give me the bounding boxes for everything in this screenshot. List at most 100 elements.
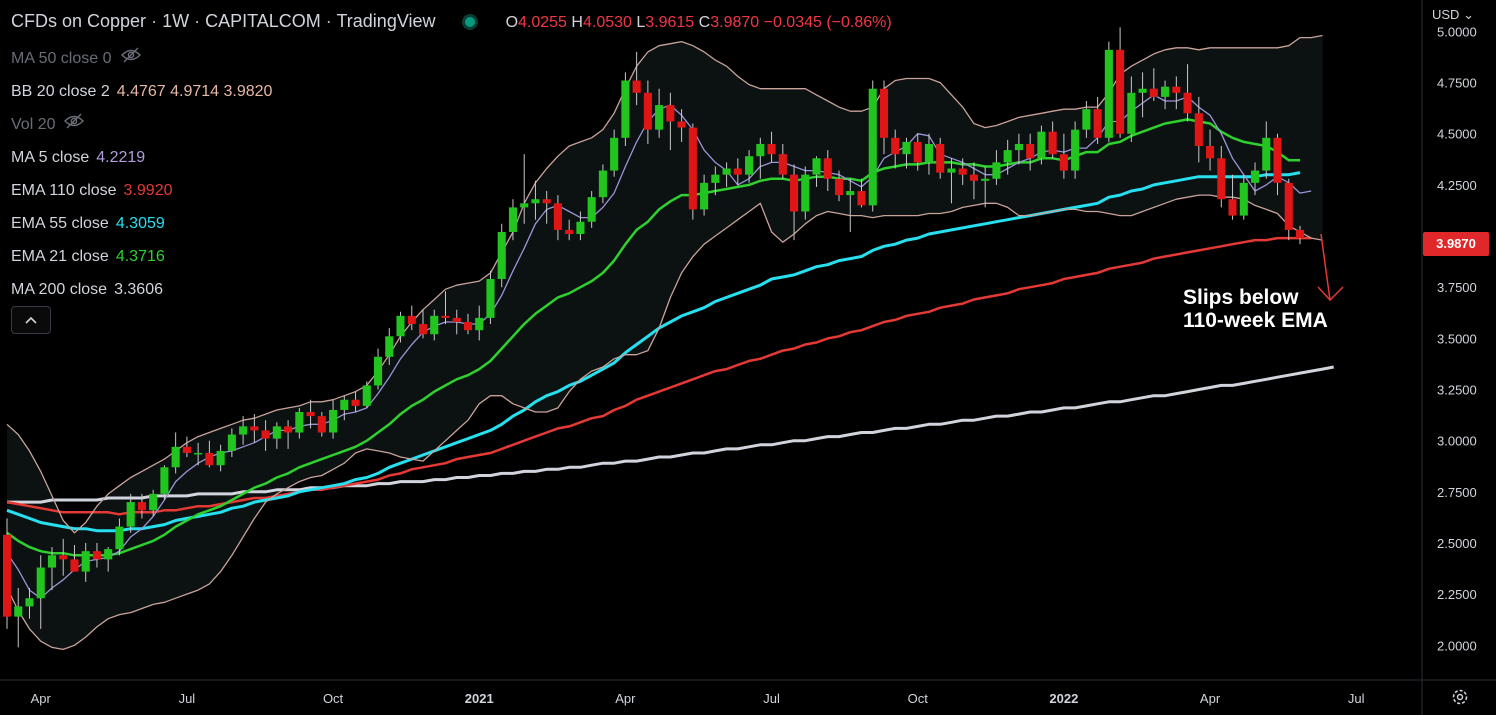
price-tick-label: 3.5000: [1437, 331, 1477, 346]
price-tick-label: 4.7500: [1437, 76, 1477, 91]
candle: [1217, 146, 1226, 208]
candle-body: [666, 105, 675, 122]
candle-body: [441, 315, 450, 318]
candle-body: [329, 409, 338, 433]
indicator-row[interactable]: MA 50 close 0: [11, 42, 892, 75]
candle-body: [340, 399, 349, 410]
candle: [47, 547, 57, 591]
candle: [936, 137, 945, 179]
indicator-row[interactable]: EMA 110 close 3.9920: [11, 174, 892, 207]
indicator-value: 4.3716: [115, 248, 165, 265]
candle-body: [981, 178, 990, 181]
symbol-name[interactable]: CFDs on Copper: [11, 11, 147, 31]
market-status-icon[interactable]: [464, 17, 475, 28]
candle-body: [452, 317, 461, 322]
down-arrow-icon: [1317, 233, 1344, 302]
time-axis[interactable]: Apr Jul Oct 2021 Apr Jul Oct 2022 Apr Jul: [31, 691, 1365, 706]
candle-body: [958, 168, 967, 175]
candle: [2, 518, 12, 629]
indicator-row[interactable]: Vol 20: [11, 108, 892, 141]
indicator-row[interactable]: EMA 21 close 4.3716: [11, 240, 892, 273]
candle-body: [396, 315, 405, 337]
close-value: 3.9870: [710, 14, 760, 31]
indicator-row[interactable]: EMA 55 close 4.3059: [11, 207, 892, 240]
ema55-line: [6, 171, 1301, 533]
candle: [430, 309, 439, 341]
candle: [239, 416, 248, 445]
candle-body: [1014, 143, 1023, 151]
candle: [576, 211, 585, 241]
candle-body: [272, 426, 281, 439]
indicator-row[interactable]: MA 200 close 3.3606: [11, 273, 892, 306]
candle-body: [1138, 88, 1147, 93]
candle-body: [261, 430, 270, 439]
candle: [216, 444, 225, 472]
candle-body: [430, 315, 439, 335]
candle: [1059, 133, 1068, 179]
candle: [149, 489, 158, 517]
candle-body: [1161, 86, 1170, 97]
currency-selector[interactable]: USD ⌄: [1432, 7, 1474, 22]
candle-body: [194, 452, 203, 455]
candle-body: [576, 221, 585, 234]
chevron-up-icon: [25, 316, 37, 324]
last-price-label: 3.9870: [1423, 232, 1489, 256]
candle-body: [1093, 109, 1102, 138]
candle: [463, 313, 473, 335]
candle-body: [868, 88, 877, 206]
candle: [801, 166, 810, 220]
chart-legend: CFDs on Copper · 1W · CAPITALCOM · Tradi…: [11, 0, 892, 306]
indicator-label: BB 20 close 2: [11, 83, 110, 100]
candle-body: [1183, 92, 1192, 114]
candle: [924, 133, 934, 175]
candle-body: [295, 412, 304, 433]
candle: [182, 436, 191, 458]
open-value: 4.0255: [518, 14, 567, 31]
collapse-legend-button[interactable]: [11, 306, 51, 334]
candle: [1104, 41, 1113, 142]
gear-icon[interactable]: [1450, 687, 1470, 712]
candle-body: [745, 156, 754, 175]
candle: [587, 191, 596, 228]
candle-body: [936, 143, 945, 173]
candle: [160, 465, 169, 501]
price-tick-label: 5.0000: [1437, 24, 1477, 39]
candle-body: [565, 229, 574, 234]
candle: [59, 538, 68, 576]
eye-crossed-icon[interactable]: [63, 108, 85, 141]
indicator-row[interactable]: BB 20 close 2 4.4767 4.9714 3.9820: [11, 75, 892, 108]
indicator-label: MA 5 close: [11, 149, 90, 166]
candle: [677, 109, 686, 142]
candle-body: [463, 321, 473, 331]
candle-body: [92, 551, 101, 560]
candle-body: [700, 182, 709, 210]
candle: [1149, 68, 1158, 101]
symbol-header: CFDs on Copper · 1W · CAPITALCOM · Tradi…: [11, 11, 892, 31]
candle-body: [1048, 131, 1057, 155]
candle: [126, 493, 135, 533]
indicator-value: 4.4767 4.9714 3.9820: [116, 83, 273, 100]
candle-body: [1149, 88, 1158, 97]
price-tick-label: 2.0000: [1437, 638, 1477, 653]
eye-crossed-icon[interactable]: [120, 42, 142, 75]
indicator-label: MA 200 close: [11, 281, 108, 298]
indicator-row[interactable]: MA 5 close 4.2219: [11, 141, 892, 174]
price-tick-label: 2.7500: [1437, 485, 1477, 500]
candle-body: [1037, 131, 1046, 159]
candle: [1273, 133, 1282, 196]
candle-body: [508, 207, 518, 232]
candle: [767, 131, 776, 163]
candle: [655, 88, 664, 138]
price-tick-label: 2.2500: [1437, 587, 1477, 602]
candle: [1071, 121, 1080, 179]
candle-body: [778, 154, 787, 175]
ema21-line: [6, 118, 1300, 557]
interval[interactable]: 1W: [162, 11, 190, 31]
candle: [992, 150, 1001, 185]
indicator-label: EMA 110 close: [11, 182, 117, 199]
change-value: −0.0345 (−0.86%): [763, 14, 892, 31]
time-tick-label: Jul: [763, 691, 780, 706]
candle-body: [621, 80, 630, 138]
candle: [846, 178, 855, 232]
